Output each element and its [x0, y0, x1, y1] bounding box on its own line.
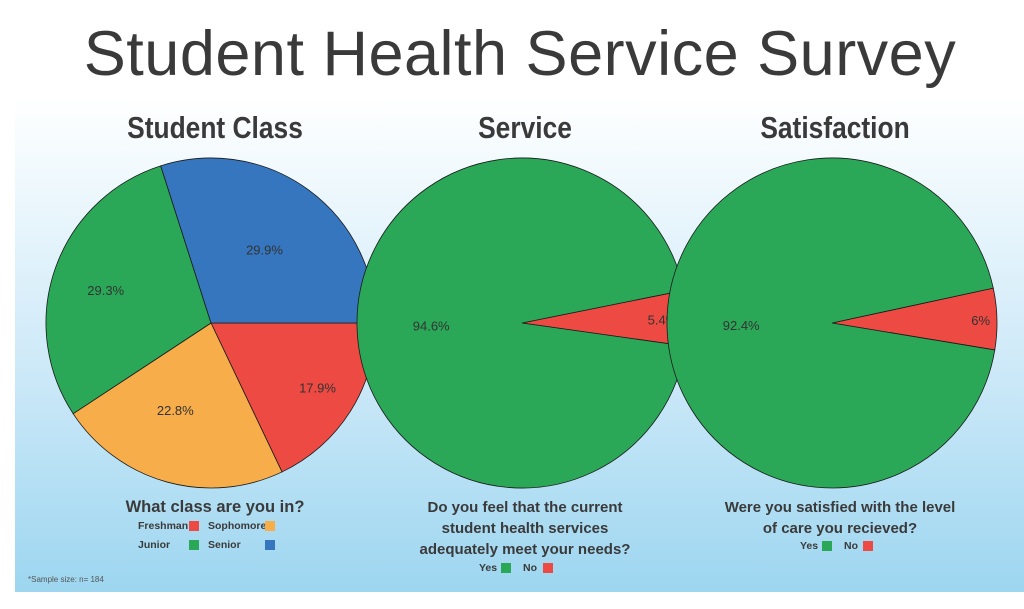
legend-swatch-freshman [189, 521, 199, 531]
question-service-line-1: Do you feel that the current [427, 499, 623, 516]
question-service-line-3: adequately meet your needs? [419, 541, 631, 558]
legend-swatch-senior [265, 540, 275, 550]
question-service: Do you feel that the current student hea… [400, 497, 650, 560]
legend-label-senior: Senior [208, 539, 241, 551]
pie-student-class: 17.9% 22.8% 29.3% 29.9% [45, 157, 377, 489]
legend-label-satisfaction-no: No [844, 540, 858, 552]
pie-slice-sophomore [72, 322, 283, 489]
legend-label-service-yes: Yes [479, 562, 498, 574]
question-student-class: What class are you in? [125, 498, 305, 516]
pie-label-junior: 29.3% [87, 283, 124, 298]
legend-label-sophomore: Sophomore [208, 520, 267, 532]
legend-swatch-service-no [543, 563, 553, 573]
pie-label-sophomore: 22.8% [157, 403, 194, 418]
question-service-line-2: student health services [441, 520, 609, 537]
question-satisfaction: Were you satisfied with the level of car… [715, 497, 965, 539]
legend-swatch-service-yes [501, 563, 511, 573]
legend-swatch-satisfaction-yes [822, 541, 832, 551]
question-satisfaction-line-1: Were you satisfied with the level [724, 499, 956, 516]
legend-label-service-no: No [523, 562, 537, 574]
pie-slice-yes [356, 157, 686, 489]
sample-size-note: *Sample size: n= 184 [28, 575, 104, 584]
pie-satisfaction: 6% 92.4% [666, 157, 998, 489]
chart-title-student-class: Student Class [127, 110, 303, 145]
pie-label-freshman: 17.9% [299, 381, 336, 396]
legend-swatch-satisfaction-no [863, 541, 873, 551]
pie-label-yes: 94.6% [413, 319, 450, 334]
chart-title-satisfaction: Satisfaction [760, 110, 910, 145]
page-title: Student Health Service Survey [83, 19, 957, 89]
chart-title-service: Service [478, 110, 572, 145]
legend-swatch-sophomore [265, 521, 275, 531]
legend-label-freshman: Freshman [138, 520, 189, 532]
pie-label-yes: 92.4% [723, 318, 760, 333]
question-satisfaction-line-2: of care you recieved? [762, 520, 918, 537]
legend-label-satisfaction-yes: Yes [800, 540, 819, 552]
pie-label-senior: 29.9% [246, 243, 283, 258]
legend-swatch-junior [189, 540, 199, 550]
pie-slice-yes [666, 157, 996, 489]
pie-slice-junior [45, 165, 212, 415]
pie-label-no: 6% [971, 313, 990, 328]
legend-label-junior: Junior [138, 539, 171, 551]
pie-service: 5.4%94.6% [356, 157, 688, 489]
